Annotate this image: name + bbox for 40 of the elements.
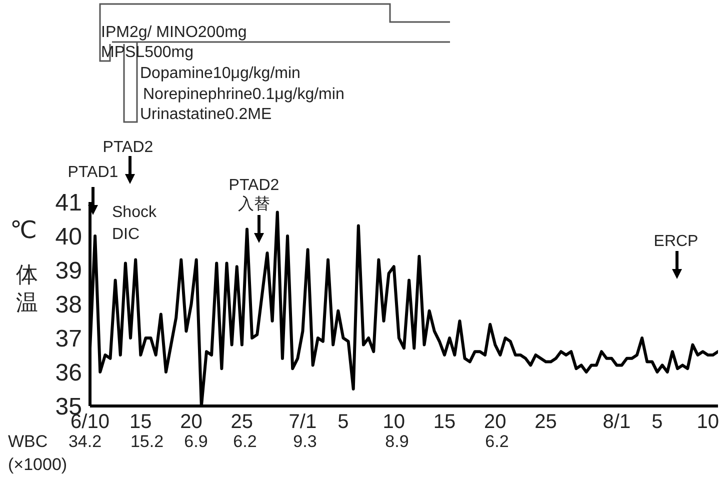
x-tick-label: 10 xyxy=(696,411,719,434)
annotation: Shock xyxy=(112,204,158,221)
text: Norepinephrine0.1μg/kg/min xyxy=(143,86,344,103)
y-tick-label: 36 xyxy=(55,360,82,387)
text: 15.2 xyxy=(130,432,164,451)
text: 34.2 xyxy=(68,432,102,451)
text: 6.9 xyxy=(184,432,208,451)
text: 9.3 xyxy=(293,432,317,451)
text: Dopamine10μg/kg/min xyxy=(140,65,300,82)
text: 入替 xyxy=(238,196,270,213)
text: PTAD1 xyxy=(68,164,118,181)
x-tick-label: 15 xyxy=(130,411,152,434)
text: Urinastatine0.2ME xyxy=(140,106,272,123)
y-tick-label: 38 xyxy=(55,292,82,319)
x-tick-label: 15 xyxy=(433,411,456,434)
text: PTAD2 xyxy=(228,177,280,194)
x-tick-label: 20 xyxy=(180,411,202,434)
x-tick-label: 25 xyxy=(534,411,557,434)
x-tick-label: 8/1 xyxy=(602,411,631,434)
text: 6.2 xyxy=(233,432,257,451)
text: (×1000) xyxy=(8,455,68,474)
y-axis-title: 体温 xyxy=(16,262,38,315)
y-tick-label: 37 xyxy=(55,326,82,353)
text: 6.2 xyxy=(485,432,509,451)
text: PTAD2 xyxy=(102,139,154,156)
text: ℃ xyxy=(10,217,37,244)
text: IPM2g/ MINO200mg xyxy=(101,24,247,41)
x-tick-label: 7/1 xyxy=(288,411,317,434)
text: 8.9 xyxy=(385,432,409,451)
x-tick-label: 25 xyxy=(230,411,254,434)
x-tick-label: 5 xyxy=(652,411,663,434)
annotation: ERCP xyxy=(654,233,698,250)
y-tick-label: 40 xyxy=(55,224,82,251)
y-tick-label: 41 xyxy=(55,190,82,217)
x-tick-label: 5 xyxy=(338,411,349,434)
y-tick-label: 39 xyxy=(55,258,82,285)
x-tick-label: 10 xyxy=(382,411,405,434)
x-tick-label: 20 xyxy=(484,411,506,434)
text: WBC xyxy=(8,432,48,451)
annotation: DIC xyxy=(112,226,140,243)
